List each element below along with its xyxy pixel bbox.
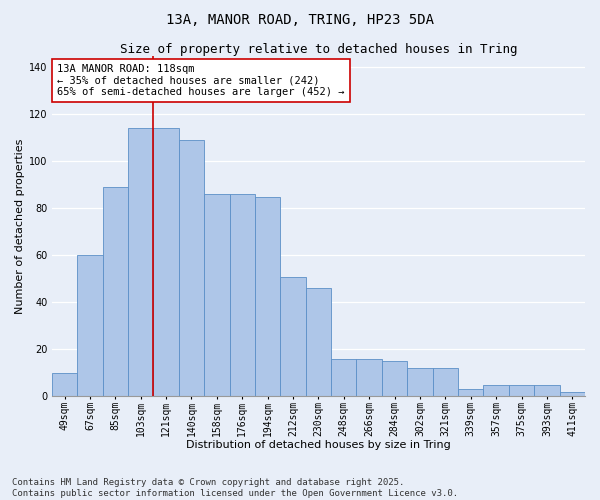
- Bar: [280, 276, 306, 396]
- Text: 13A MANOR ROAD: 118sqm
← 35% of detached houses are smaller (242)
65% of semi-de: 13A MANOR ROAD: 118sqm ← 35% of detached…: [57, 64, 344, 97]
- Bar: [356, 359, 382, 397]
- Bar: [179, 140, 204, 396]
- Bar: [560, 392, 585, 396]
- Bar: [52, 373, 77, 396]
- Text: Contains HM Land Registry data © Crown copyright and database right 2025.
Contai: Contains HM Land Registry data © Crown c…: [12, 478, 458, 498]
- X-axis label: Distribution of detached houses by size in Tring: Distribution of detached houses by size …: [186, 440, 451, 450]
- Title: Size of property relative to detached houses in Tring: Size of property relative to detached ho…: [119, 42, 517, 56]
- Bar: [128, 128, 154, 396]
- Bar: [382, 361, 407, 396]
- Bar: [255, 196, 280, 396]
- Text: 13A, MANOR ROAD, TRING, HP23 5DA: 13A, MANOR ROAD, TRING, HP23 5DA: [166, 12, 434, 26]
- Bar: [77, 256, 103, 396]
- Bar: [484, 384, 509, 396]
- Bar: [407, 368, 433, 396]
- Bar: [458, 390, 484, 396]
- Bar: [306, 288, 331, 397]
- Bar: [103, 187, 128, 396]
- Bar: [534, 384, 560, 396]
- Bar: [331, 359, 356, 397]
- Bar: [230, 194, 255, 396]
- Y-axis label: Number of detached properties: Number of detached properties: [15, 138, 25, 314]
- Bar: [433, 368, 458, 396]
- Bar: [204, 194, 230, 396]
- Bar: [509, 384, 534, 396]
- Bar: [154, 128, 179, 396]
